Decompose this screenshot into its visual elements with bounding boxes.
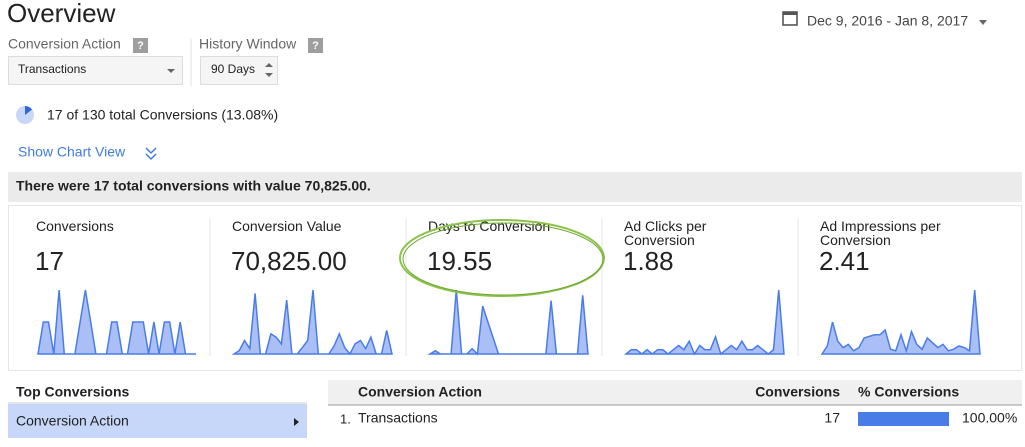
sparkline — [37, 289, 196, 355]
metric-label: Ad Clicks per Conversion — [624, 218, 707, 248]
help-icon[interactable] — [133, 38, 148, 53]
help-icon[interactable] — [308, 38, 323, 53]
sparkline — [231, 289, 393, 356]
rank: 1. — [340, 411, 351, 426]
sparkline — [623, 289, 785, 356]
control-label: History Window — [199, 36, 297, 52]
calendar-icon-top — [783, 12, 797, 15]
metric-value: 1.88 — [623, 246, 674, 276]
highlight-circle — [402, 222, 604, 296]
metric-label: Days to Conversion — [428, 218, 550, 234]
conversions: 17 — [824, 410, 840, 426]
percent-bar-area — [858, 412, 949, 426]
row-name: Transactions — [358, 410, 438, 426]
dropdown[interactable] — [8, 56, 183, 85]
control-label: Conversion Action — [8, 36, 121, 52]
sparkline — [820, 289, 981, 355]
help-icon-text: ? — [312, 40, 319, 52]
metric-value: 17 — [35, 246, 64, 276]
chevron[interactable] — [145, 147, 157, 161]
metric-label: Conversions — [36, 218, 114, 234]
metric-label: Conversion Value — [232, 218, 342, 234]
percent-bar — [858, 412, 949, 426]
column-header: Conversion Action — [358, 384, 482, 400]
date-picker[interactable]: Dec 9, 2016 - Jan 8, 2017 — [782, 11, 987, 29]
column-header: Conversions — [755, 384, 840, 400]
percent-label: 100.00% — [962, 410, 1017, 426]
dropdown-value: Transactions — [18, 62, 86, 76]
caret — [167, 69, 175, 73]
arrow — [294, 418, 299, 426]
metric-value: 19.55 — [427, 246, 492, 276]
metrics: Conversions 17 Conversion Value 70,825.00 Da… — [35, 218, 981, 356]
metric-value: 2.41 — [819, 246, 870, 276]
date-range[interactable]: Dec 9, 2016 - Jan 8, 2017 — [807, 13, 968, 29]
pie-slice — [25, 106, 32, 115]
chart-toggle[interactable]: Show Chart View — [18, 144, 126, 160]
highlight-circle — [399, 219, 605, 297]
summary: 17 of 130 total Conversions (13.08%) — [47, 107, 278, 123]
sparkline — [427, 289, 589, 356]
metric-value: 70,825.00 — [231, 246, 347, 276]
dropdown[interactable] — [200, 56, 278, 85]
caret — [979, 20, 987, 25]
dropdown-value: 90 Days — [211, 62, 255, 76]
column-header: % Conversions — [858, 384, 959, 400]
banner: There were 17 total conversions with val… — [16, 178, 371, 194]
dimension-row[interactable] — [8, 404, 307, 438]
banner-bg — [8, 172, 1022, 202]
page-title: Overview — [7, 0, 116, 28]
dimension: Conversion Action — [16, 413, 129, 429]
help-icon-text: ? — [137, 40, 144, 52]
table-header-bg — [328, 380, 1022, 405]
spinner — [265, 63, 273, 77]
metric-label: Ad Impressions per Conversion — [820, 218, 941, 248]
section-title: Top Conversions — [16, 384, 130, 400]
